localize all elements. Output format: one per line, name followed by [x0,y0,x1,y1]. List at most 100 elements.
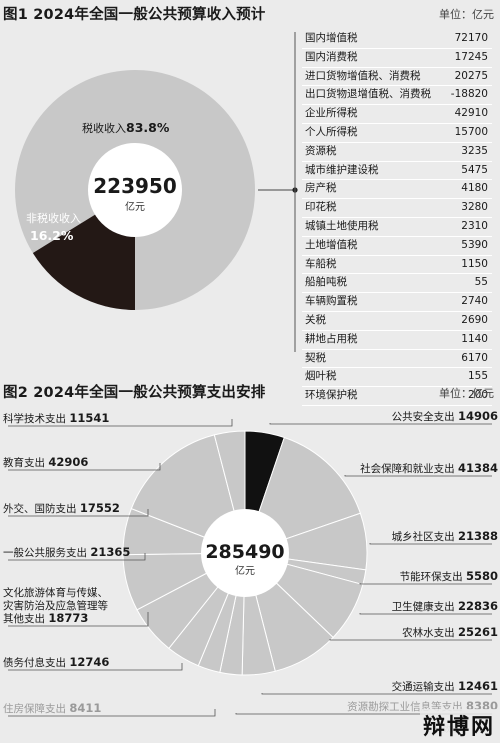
fig2-leader-line [369,543,492,545]
fig2-label-text: 其他支出 18773 [3,611,88,625]
table-row-name: 印花税 [305,201,337,214]
table-row-value: -18820 [450,88,488,101]
table-row: 出口货物退增值税、消费税 -18820 [302,86,492,106]
fig2-leader-line [269,423,492,425]
table-row: 个人所得税 15700 [302,124,492,143]
fig2-center-unit: 亿元 [235,564,255,577]
table-row: 环境保护税 200 [302,387,492,406]
fig2-label-text: 科学技术支出 11541 [3,411,109,425]
table-row-name: 车船税 [305,257,337,270]
table-row: 契税 6170 [302,350,492,369]
table-row-name: 城镇土地使用税 [305,219,379,232]
fig2-label-text: 外交、国防支出 17552 [3,501,120,515]
table-row-value: 1140 [461,332,488,345]
fig2-leader-line [235,713,492,715]
fig2-leader-line [8,419,233,427]
table-row: 资源税 3235 [302,143,492,162]
fig2-label: 科学技术支出 11541 [3,411,233,427]
fig2-leader-line [359,613,492,615]
table-row-name: 国内增值税 [305,32,358,44]
fig1-title: 图1 2024年全国一般公共预算收入预计 [3,7,266,23]
table-row: 印花税 3280 [302,199,492,218]
table-row-name: 船舶吨税 [305,276,347,289]
fig2-leader-line [8,463,161,471]
fig2-leader-line [329,639,492,641]
table-row-value: 3235 [461,144,488,157]
table-row-name: 城市维护建设税 [305,163,379,176]
fig1-label-tax-percent: 83.8% [126,120,170,135]
table-row-value: 200 [467,389,488,402]
table-row: 车辆购置税 2740 [302,293,492,312]
fig2-label: 外交、国防支出 17552 [3,501,149,517]
watermark-logo: 辩博网 [419,709,498,741]
fig2-leader-line [8,509,149,517]
fig2-label-text: 住房保障支出 8411 [3,701,101,715]
table-row-value: 72170 [454,32,488,44]
table-row-value: 4180 [461,182,488,195]
table-row: 土地增值税 5390 [302,237,492,256]
fig2-title: 图2 2024年全国一般公共预算支出安排 [3,385,266,401]
table-row-value: 20275 [454,69,488,82]
table-row: 国内消费税 17245 [302,49,492,68]
fig2-leader-line [8,663,183,671]
table-row: 企业所得税 42910 [302,105,492,124]
fig1-center-unit: 亿元 [125,200,145,213]
fig2-label-text: 卫生健康支出 22836 [392,599,498,613]
fig1-donut-chart: 223950 亿元 税收收入 83.8% 非税收收入 16.2% [14,32,298,352]
table-row-value: 55 [474,276,488,289]
table-row-value: 2690 [461,313,488,326]
table-row: 车船税 1150 [302,256,492,275]
table-row-name: 国内消费税 [305,50,358,63]
fig2-label-text: 债务付息支出 12746 [3,655,109,669]
fig2-label: 住房保障支出 8411 [3,701,216,717]
table-row-name: 房产税 [305,182,337,195]
fig1-tax-table: 国内增值税 72170 国内消费税 17245 进口货物增值税、消费税 20275 出口货物… [302,30,492,406]
table-row-name: 个人所得税 [305,125,358,138]
table-row-value: 155 [467,370,488,383]
fig2-label: 公共安全支出 14906 [269,409,498,425]
fig2-label-text: 社会保障和就业支出 41384 [360,461,498,475]
table-row: 国内增值税 72170 [302,30,492,49]
fig1-label-nontax-percent: 16.2% [30,228,74,243]
table-row-name: 车辆购置税 [305,295,358,308]
table-row: 城市维护建设税 5475 [302,162,492,181]
fig2-label-text: 交通运输支出 12461 [392,679,498,693]
table-row-name: 环境保护税 [305,389,358,402]
fig1-label-tax-name: 税收收入 [82,121,126,135]
table-row-name: 资源税 [305,144,337,157]
fig2-label-text: 公共安全支出 14906 [392,409,498,423]
table-row-value: 3280 [461,201,488,214]
fig2-label: 农林水支出 25261 [329,625,498,641]
table-row-name: 出口货物退增值税、消费税 [305,88,431,101]
table-row-name: 企业所得税 [305,107,358,120]
table-row-value: 42910 [454,107,488,120]
fig1-label-tax: 税收收入 83.8% [82,120,170,135]
table-row-name: 关税 [305,313,326,326]
fig2-leader-line [8,709,216,717]
fig2-leader-line [344,475,492,477]
table-row-name: 土地增值税 [305,238,358,251]
fig2-label: 卫生健康支出 22836 [359,599,498,615]
fig2-label-text: 城乡社区支出 21388 [392,529,498,543]
fig2-unit: 单位：亿元 [439,387,494,400]
table-row-value: 15700 [454,125,488,138]
fig2-label: 节能环保支出 5580 [359,569,498,585]
fig2-leader-line [8,612,149,627]
table-row-name: 契税 [305,351,326,364]
fig2-label-text: 节能环保支出 5580 [400,569,498,583]
table-row-name: 耕地占用税 [305,332,358,345]
fig2-label: 社会保障和就业支出 41384 [344,461,498,477]
fig2-label: 债务付息支出 12746 [3,655,183,671]
table-row-name: 烟叶税 [305,370,337,383]
table-row-value: 6170 [461,351,488,364]
fig2-leader-line [261,693,492,695]
table-row: 船舶吨税 55 [302,274,492,294]
table-row-value: 5390 [461,238,488,251]
table-row-value: 5475 [461,163,488,176]
fig2-label-text: 农林水支出 25261 [402,625,498,639]
fig2-label-text: 教育支出 42906 [3,455,88,469]
table-row: 耕地占用税 1140 [302,331,492,350]
table-row-value: 17245 [454,50,488,63]
table-row: 房产税 4180 [302,180,492,200]
